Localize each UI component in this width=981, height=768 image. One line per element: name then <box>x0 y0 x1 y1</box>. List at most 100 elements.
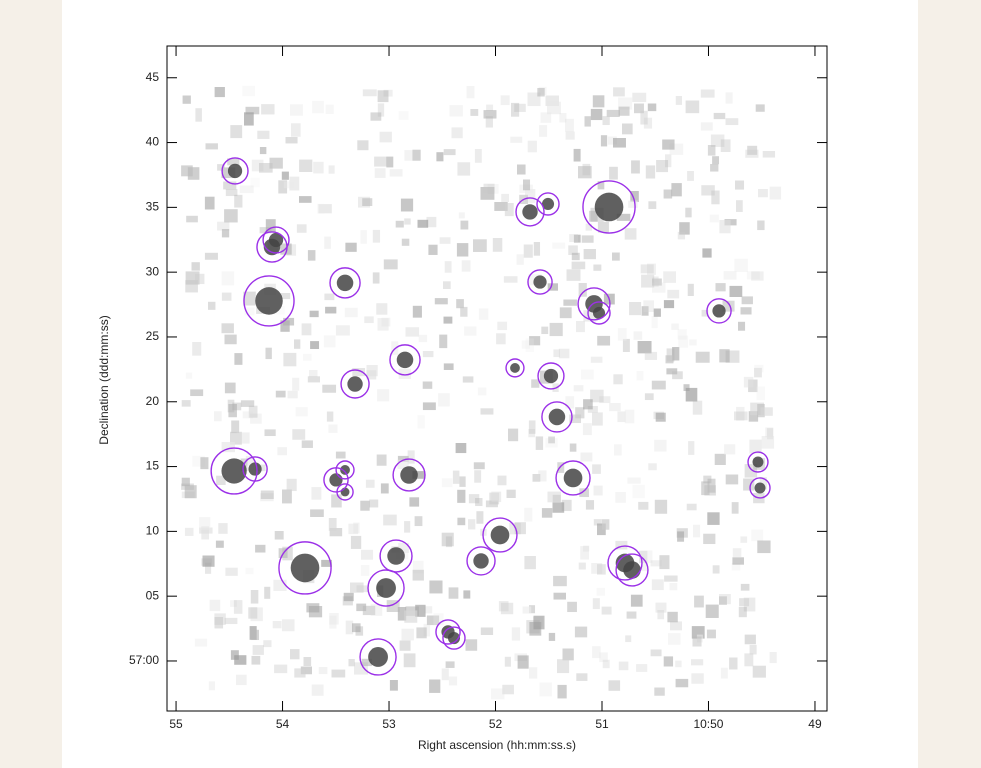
noise-pixel <box>465 639 478 651</box>
noise-pixel <box>278 180 288 194</box>
y-tick-label: 57:00 <box>129 653 159 667</box>
noise-pixel <box>205 562 212 574</box>
noise-pixel <box>593 264 602 271</box>
noise-pixel <box>328 518 337 531</box>
source-blob <box>563 468 583 488</box>
noise-pixel <box>187 167 200 180</box>
noise-pixel <box>428 244 438 255</box>
noise-pixel <box>503 276 518 283</box>
noise-pixel <box>358 196 371 208</box>
noise-pixel <box>204 252 218 260</box>
noise-pixel <box>624 228 637 240</box>
noise-pixel <box>744 464 758 478</box>
noise-pixel <box>539 682 552 697</box>
source-blob <box>368 647 388 667</box>
noise-pixel <box>613 138 626 148</box>
noise-pixel <box>643 117 653 129</box>
noise-pixel <box>643 300 655 312</box>
noise-pixel <box>711 190 720 205</box>
noise-pixel <box>583 399 593 410</box>
noise-pixel <box>739 598 750 607</box>
noise-pixel <box>593 485 603 496</box>
noise-pixel <box>504 656 511 667</box>
noise-pixel <box>485 500 498 508</box>
noise-pixel <box>677 329 687 340</box>
noise-pixel <box>593 519 602 526</box>
noise-pixel <box>528 429 536 438</box>
noise-pixel <box>412 471 425 479</box>
noise-pixel <box>470 109 479 116</box>
noise-pixel <box>221 292 232 301</box>
noise-pixel <box>685 387 698 402</box>
noise-pixel <box>683 384 690 392</box>
noise-pixel <box>312 100 324 114</box>
noise-pixel <box>325 104 334 115</box>
y-tick-label: 45 <box>146 70 160 84</box>
noise-pixel <box>573 234 581 243</box>
noise-pixel <box>436 152 444 162</box>
source-blob <box>533 275 547 289</box>
noise-pixel <box>275 390 286 398</box>
noise-pixel <box>525 338 534 352</box>
noise-pixel <box>732 548 742 557</box>
noise-pixel <box>720 667 728 679</box>
noise-pixel <box>714 453 726 465</box>
noise-pixel <box>547 283 558 291</box>
noise-pixel <box>719 349 730 363</box>
noise-pixel <box>687 171 694 181</box>
noise-pixel <box>214 617 224 629</box>
noise-pixel <box>630 594 643 607</box>
noise-pixel <box>652 278 662 286</box>
noise-pixel <box>250 177 260 188</box>
noise-pixel <box>381 317 391 327</box>
noise-pixel <box>252 645 264 655</box>
noise-pixel <box>628 200 638 208</box>
noise-pixel <box>569 414 582 424</box>
noise-pixel <box>712 565 720 574</box>
noise-pixel <box>575 407 585 419</box>
noise-pixel <box>283 317 295 326</box>
noise-pixel <box>412 560 424 574</box>
noise-pixel <box>675 96 683 105</box>
noise-pixel <box>685 100 700 114</box>
noise-pixel <box>655 412 666 422</box>
noise-pixel <box>423 623 431 637</box>
noise-pixel <box>666 368 678 375</box>
noise-pixel <box>422 402 436 411</box>
noise-pixel <box>597 564 606 575</box>
noise-pixel <box>765 427 774 438</box>
noise-pixel <box>533 616 543 627</box>
noise-pixel <box>723 271 737 280</box>
noise-pixel <box>703 533 716 545</box>
noise-pixel <box>502 684 514 695</box>
noise-pixel <box>429 679 441 693</box>
noise-pixel <box>329 613 339 625</box>
noise-pixel <box>749 439 762 454</box>
noise-pixel <box>439 237 451 244</box>
noise-pixel <box>557 684 567 699</box>
noise-pixel <box>725 474 739 485</box>
noise-pixel <box>696 634 703 643</box>
noise-pixel <box>261 104 275 115</box>
noise-pixel <box>191 262 200 271</box>
noise-pixel <box>652 276 659 287</box>
noise-pixel <box>574 626 588 638</box>
noise-pixel <box>264 586 271 599</box>
noise-pixel <box>350 582 364 593</box>
noise-pixel <box>527 92 541 107</box>
noise-pixel <box>386 156 394 168</box>
noise-pixel <box>199 527 213 534</box>
noise-pixel <box>377 103 385 117</box>
noise-pixel <box>460 306 468 317</box>
noise-pixel <box>354 662 368 675</box>
noise-pixel <box>592 95 605 108</box>
noise-pixel <box>738 321 746 331</box>
noise-pixel <box>627 477 641 484</box>
noise-pixel <box>601 606 612 615</box>
noise-pixel <box>541 326 549 335</box>
noise-pixel <box>626 611 637 619</box>
noise-pixel <box>497 321 508 331</box>
noise-pixel <box>223 181 237 190</box>
noise-pixel <box>259 147 267 155</box>
noise-pixel <box>609 166 618 180</box>
